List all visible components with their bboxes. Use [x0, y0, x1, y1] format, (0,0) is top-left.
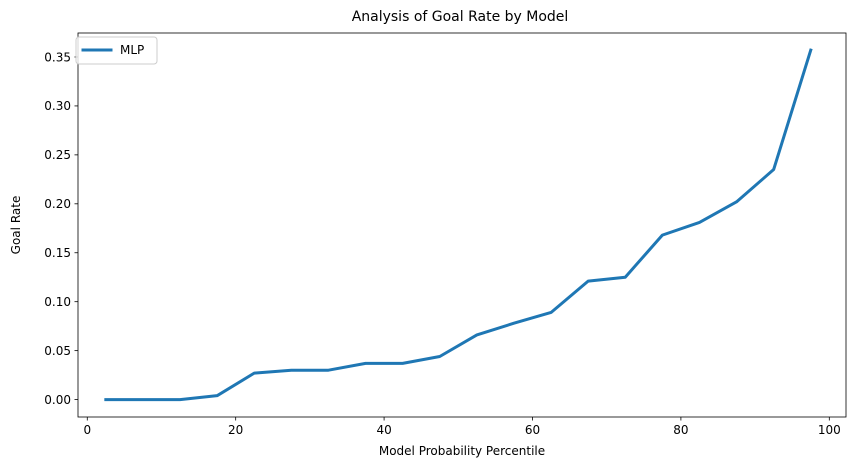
y-tick-label: 0.25: [44, 148, 71, 162]
chart-title: Analysis of Goal Rate by Model: [352, 9, 569, 25]
legend-box: [75, 36, 158, 65]
y-tick-label: 0.00: [44, 393, 71, 407]
y-axis-ticks: 0.00 0.05 0.10 0.15 0.20 0.25 0.30 0.35: [44, 50, 78, 407]
x-tick-label: 100: [818, 423, 841, 437]
x-tick-label: 40: [376, 423, 391, 437]
plot-frame: [77, 32, 847, 418]
legend-label-mlp: MLP: [120, 43, 144, 57]
series-line-mlp: [104, 48, 813, 402]
y-axis-label: Goal Rate: [9, 196, 23, 255]
series-layer: [104, 48, 813, 402]
y-tick-label: 0.35: [44, 50, 71, 64]
y-tick-label: 0.10: [44, 295, 71, 309]
y-tick-label: 0.20: [44, 197, 71, 211]
x-tick-label: 60: [525, 423, 540, 437]
y-tick-label: 0.30: [44, 99, 71, 113]
y-tick-label: 0.05: [44, 344, 71, 358]
x-tick-label: 80: [673, 423, 688, 437]
x-axis-ticks: 0 20 40 60 80 100: [83, 417, 841, 437]
y-tick-label: 0.15: [44, 246, 71, 260]
legend: MLP: [75, 36, 158, 65]
x-tick-label: 0: [83, 423, 91, 437]
x-axis-label: Model Probability Percentile: [379, 444, 545, 458]
x-tick-label: 20: [228, 423, 243, 437]
